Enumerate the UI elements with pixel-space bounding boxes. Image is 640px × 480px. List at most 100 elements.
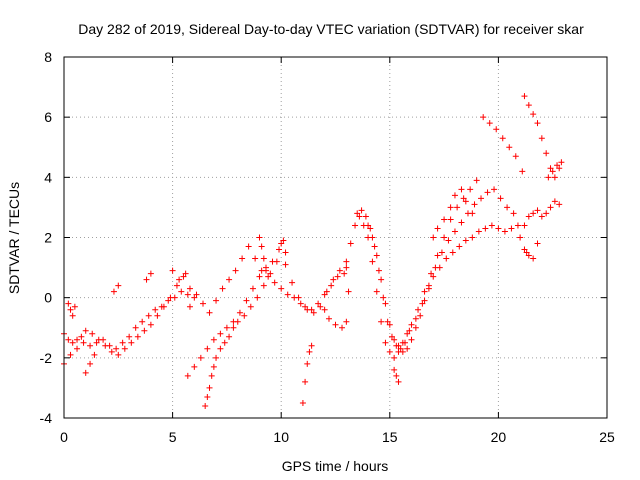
data-point xyxy=(154,312,161,319)
data-point xyxy=(558,159,565,166)
data-point xyxy=(282,249,289,256)
data-point xyxy=(93,339,100,346)
data-point xyxy=(395,378,402,385)
data-point xyxy=(223,324,230,331)
data-point xyxy=(456,243,463,250)
data-point xyxy=(530,255,537,262)
data-point xyxy=(556,201,563,208)
data-point xyxy=(308,306,315,313)
data-point xyxy=(65,336,72,343)
series-arc-13 xyxy=(521,93,563,181)
data-point xyxy=(256,273,263,280)
data-point xyxy=(280,237,287,244)
data-point xyxy=(236,309,243,316)
x-tick-label: 25 xyxy=(599,429,615,445)
data-point xyxy=(343,264,350,271)
data-point xyxy=(408,336,415,343)
data-point xyxy=(226,333,233,340)
data-point xyxy=(473,177,480,184)
series-arc-11 xyxy=(391,186,476,385)
data-point xyxy=(74,345,81,352)
x-tick-label: 5 xyxy=(169,429,177,445)
data-point xyxy=(119,339,126,346)
grid xyxy=(64,57,607,418)
data-point xyxy=(467,186,474,193)
data-point xyxy=(304,360,311,367)
data-point xyxy=(525,213,532,220)
data-point xyxy=(134,333,141,340)
data-point xyxy=(521,93,528,100)
data-point xyxy=(302,378,309,385)
data-point xyxy=(445,237,452,244)
data-point xyxy=(302,303,309,310)
data-point xyxy=(475,228,482,235)
series-arc-06 xyxy=(202,237,287,409)
data-point xyxy=(217,345,224,352)
y-tick-label: -2 xyxy=(40,350,53,366)
data-point xyxy=(419,300,426,307)
data-point xyxy=(501,228,508,235)
data-point xyxy=(547,204,554,211)
data-point xyxy=(421,288,428,295)
data-point xyxy=(186,285,193,292)
data-point xyxy=(371,243,378,250)
data-point xyxy=(443,255,450,262)
data-point xyxy=(404,345,411,352)
data-point xyxy=(295,294,302,301)
data-point xyxy=(508,225,515,232)
data-point xyxy=(415,306,422,313)
data-point xyxy=(297,300,304,307)
data-point xyxy=(354,210,361,217)
data-point xyxy=(267,270,274,277)
data-point xyxy=(521,222,528,229)
data-point xyxy=(521,246,528,253)
data-point xyxy=(506,144,513,151)
data-point xyxy=(91,351,98,358)
data-point xyxy=(184,291,191,298)
data-point xyxy=(504,204,511,211)
data-point xyxy=(378,318,385,325)
data-point xyxy=(484,189,491,196)
data-point xyxy=(265,273,272,280)
data-point xyxy=(160,303,167,310)
data-point xyxy=(128,339,135,346)
data-point xyxy=(556,165,563,172)
series-arc-14 xyxy=(517,198,563,241)
data-point xyxy=(143,276,150,283)
data-point xyxy=(386,348,393,355)
series-arc-12 xyxy=(480,114,526,175)
data-point xyxy=(87,342,94,349)
data-point xyxy=(373,252,380,259)
data-point xyxy=(386,321,393,328)
data-point xyxy=(141,327,148,334)
data-point xyxy=(549,168,556,175)
data-point xyxy=(213,297,220,304)
data-point xyxy=(323,288,330,295)
data-point xyxy=(480,114,487,121)
data-point xyxy=(260,255,267,262)
data-point xyxy=(186,303,193,310)
data-point xyxy=(519,168,526,175)
data-point xyxy=(428,270,435,277)
data-point xyxy=(336,267,343,274)
data-point xyxy=(347,240,354,247)
data-point xyxy=(273,258,280,265)
data-point xyxy=(551,174,558,181)
series-arc-02 xyxy=(61,273,193,358)
data-point xyxy=(451,228,458,235)
data-point xyxy=(406,327,413,334)
data-point xyxy=(82,327,89,334)
data-point xyxy=(193,291,200,298)
data-point xyxy=(260,282,267,289)
data-point xyxy=(204,393,211,400)
data-point xyxy=(391,366,398,373)
y-tick-label: 4 xyxy=(44,169,52,185)
data-point xyxy=(356,213,363,220)
data-point xyxy=(206,309,213,316)
data-point xyxy=(232,267,239,274)
data-point xyxy=(365,222,372,229)
chart-title: Day 282 of 2019, Sidereal Day-to-day VTE… xyxy=(78,21,584,37)
data-point xyxy=(345,288,352,295)
data-point xyxy=(534,240,541,247)
data-point xyxy=(284,291,291,298)
